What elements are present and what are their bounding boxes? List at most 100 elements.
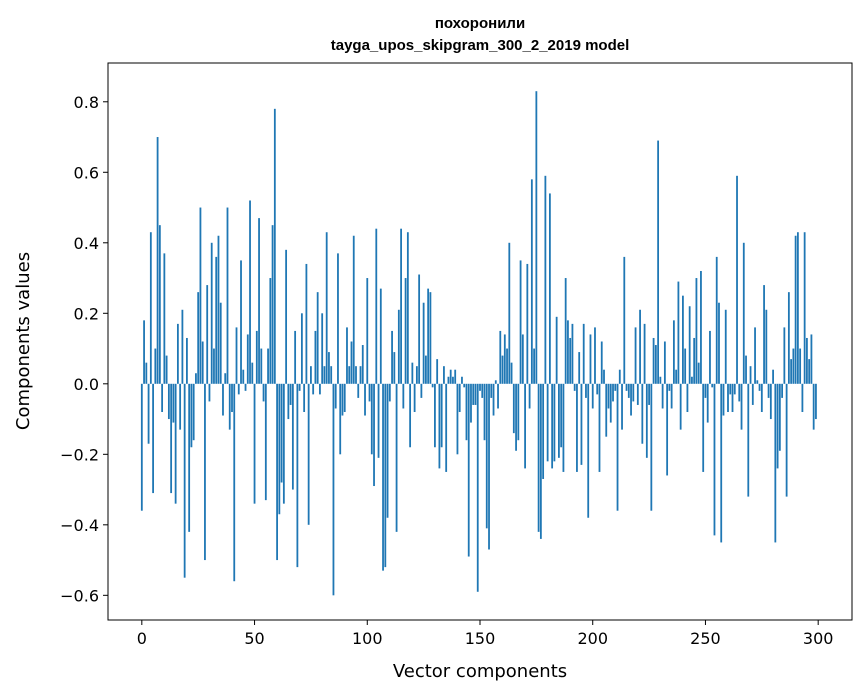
bar: [393, 352, 396, 384]
bar: [253, 383, 256, 504]
bar: [769, 383, 772, 420]
y-axis: −0.6 −0.4 −0.2 0.0 0.2 0.4 0.6 0.8: [60, 93, 108, 605]
chart-subtitle: tayga_upos_skipgram_300_2_2019 model: [331, 37, 630, 54]
bar: [364, 383, 366, 416]
x-axis-label: Vector components: [393, 661, 567, 682]
bar: [319, 383, 321, 395]
bar: [751, 383, 754, 405]
bar: [609, 383, 612, 423]
bar: [621, 383, 623, 430]
x-tick-label: 100: [352, 629, 383, 648]
bar: [192, 383, 195, 441]
bar: [271, 225, 274, 384]
bar: [213, 348, 215, 384]
bar: [625, 383, 628, 391]
bar: [524, 383, 526, 469]
bar: [806, 337, 808, 384]
bar: [251, 362, 254, 384]
bar: [503, 334, 506, 384]
bar: [774, 383, 777, 543]
bar: [406, 232, 409, 384]
bar: [382, 383, 384, 571]
bar: [632, 383, 635, 402]
bar: [375, 228, 378, 384]
bar: [783, 327, 786, 384]
bar: [246, 334, 249, 384]
bar: [508, 242, 511, 384]
bar: [167, 383, 170, 420]
bar: [497, 383, 499, 409]
bar: [682, 295, 684, 384]
bar: [298, 383, 301, 391]
bar: [427, 288, 430, 384]
y-axis-label: Components values: [13, 252, 34, 430]
bar: [379, 288, 382, 384]
bar: [447, 376, 450, 384]
bar: [643, 323, 646, 384]
bar: [296, 383, 299, 568]
bar: [729, 383, 732, 395]
bar: [506, 348, 508, 384]
bar: [539, 383, 542, 539]
bar: [521, 334, 524, 384]
bar: [449, 369, 452, 384]
bar: [149, 232, 152, 384]
bar: [727, 383, 729, 412]
bar: [652, 337, 655, 384]
bar: [650, 383, 653, 511]
bar: [199, 207, 202, 384]
bar: [264, 383, 267, 501]
bar: [294, 330, 297, 384]
bar: [231, 383, 233, 412]
bar: [510, 362, 513, 384]
bar: [226, 207, 229, 384]
bar: [569, 337, 572, 384]
bar: [630, 383, 632, 416]
bar: [530, 179, 533, 384]
bar: [591, 383, 594, 409]
bar: [147, 383, 150, 444]
bar: [760, 383, 763, 412]
bar: [330, 366, 333, 384]
bar: [686, 383, 689, 412]
bar: [553, 383, 556, 462]
bar: [695, 278, 698, 384]
y-tick-label: −0.2: [60, 445, 99, 464]
bar: [767, 383, 770, 398]
bar: [494, 380, 497, 384]
bar: [756, 380, 759, 384]
bar: [325, 232, 328, 384]
bar: [490, 383, 493, 398]
bar: [278, 383, 281, 515]
bar: [368, 383, 371, 402]
bar: [285, 249, 288, 384]
bar: [341, 383, 344, 416]
bar: [179, 383, 182, 430]
bar: [357, 383, 360, 398]
bar: [314, 330, 317, 384]
bar: [672, 320, 675, 384]
bar: [623, 256, 626, 384]
bar: [558, 383, 560, 458]
y-tick-label: −0.6: [60, 586, 99, 605]
bar: [391, 330, 393, 384]
bar: [373, 383, 375, 487]
bar: [526, 263, 529, 384]
bar: [812, 383, 815, 430]
bar: [409, 383, 412, 448]
bar: [792, 348, 795, 384]
bar: [377, 383, 380, 458]
bar: [429, 292, 432, 384]
x-tick-label: 300: [803, 629, 834, 648]
bar: [321, 313, 324, 384]
x-tick-label: 250: [690, 629, 721, 648]
bar: [188, 383, 191, 532]
bar: [693, 337, 696, 384]
bar: [785, 383, 788, 497]
bar: [242, 369, 245, 384]
bar: [519, 260, 522, 384]
x-tick-label: 200: [577, 629, 608, 648]
bar: [754, 327, 756, 384]
bar: [537, 383, 540, 532]
